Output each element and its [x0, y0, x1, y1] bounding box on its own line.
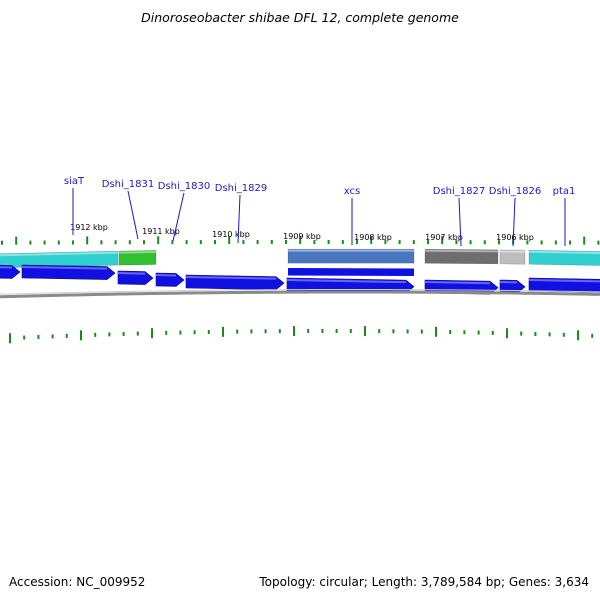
gene-label-dshi_1826[interactable]: Dshi_1826: [489, 186, 541, 197]
cds-arrow-1-highlight: [0, 266, 13, 269]
gene-label-dshi_1829[interactable]: Dshi_1829: [215, 183, 267, 194]
scale-label: 1908 kbp: [354, 233, 392, 242]
gene-labels: siaT Dshi_1831 Dshi_1830 Dshi_1829 xcs Dshi_1…: [64, 176, 576, 247]
cds-arrow-3-highlight: [117, 272, 146, 275]
cds-arrow-7-highlight: [424, 281, 491, 285]
leader-line-dshi_1831: [127, 190, 139, 240]
topology-text: Topology: circular; Length: 3,789,584 bp…: [258, 575, 589, 589]
scale-label: 1911 kbp: [142, 227, 180, 236]
feature-bar-dark-gray-highlight: [424, 249, 499, 253]
backbone-arc: [0, 290, 600, 299]
cds-arrow-4[interactable]: [155, 272, 185, 287]
accession-text: Accession: NC_009952: [9, 575, 145, 589]
leader-line-dshi_1826: [512, 197, 516, 247]
xcs-band: [288, 268, 414, 276]
scale-ticks: [1, 236, 600, 344]
scale-labels: 1912 kbp 1911 kbp 1910 kbp 1909 kbp 1908 kbp…: [70, 223, 534, 242]
cds-arrow-2-highlight: [21, 266, 108, 270]
feature-bar-cyan-1[interactable]: [0, 250, 119, 269]
scale-label: 1909 kbp: [283, 232, 321, 241]
gene-label-siat[interactable]: siaT: [64, 176, 85, 187]
cds-arrow-1[interactable]: [0, 264, 21, 279]
genome-backbone: [0, 288, 600, 299]
feature-track: [0, 248, 600, 295]
feature-bar-steel[interactable]: [287, 248, 415, 264]
scale-label: 1906 kbp: [496, 233, 534, 242]
scale-label: 1912 kbp: [70, 223, 108, 232]
feature-bar-green[interactable]: [118, 250, 157, 266]
leader-line-dshi_1829: [237, 194, 241, 244]
backbone-highlight: [0, 288, 600, 295]
cds-arrow-5-highlight: [185, 276, 277, 280]
leader-line-dshi_1830: [172, 192, 185, 242]
gene-label-dshi_1830[interactable]: Dshi_1830: [158, 181, 210, 192]
feature-bar-dark-gray[interactable]: [424, 248, 499, 265]
leader-line-dshi_1827: [458, 197, 462, 247]
gene-label-xcs[interactable]: xcs: [344, 186, 360, 197]
gene-label-dshi_1831[interactable]: Dshi_1831: [102, 179, 154, 190]
gene-label-dshi_1827[interactable]: Dshi_1827: [433, 186, 485, 197]
feature-bar-green-highlight: [118, 250, 157, 254]
feature-bar-cyan-1-highlight: [0, 251, 119, 257]
genome-title: Dinoroseobacter shibae DFL 12, complete …: [141, 10, 459, 25]
feature-bar-light-gray[interactable]: [499, 249, 526, 265]
cds-arrow-6-highlight: [286, 279, 407, 284]
feature-bar-cyan-2[interactable]: [528, 249, 600, 266]
gene-label-pta1[interactable]: pta1: [553, 186, 576, 197]
scale-label: 1907 kbp: [425, 233, 463, 242]
scale-label: 1910 kbp: [212, 230, 250, 239]
cds-arrow-9-highlight: [528, 279, 600, 283]
feature-bar-cyan-2-highlight: [528, 250, 600, 254]
